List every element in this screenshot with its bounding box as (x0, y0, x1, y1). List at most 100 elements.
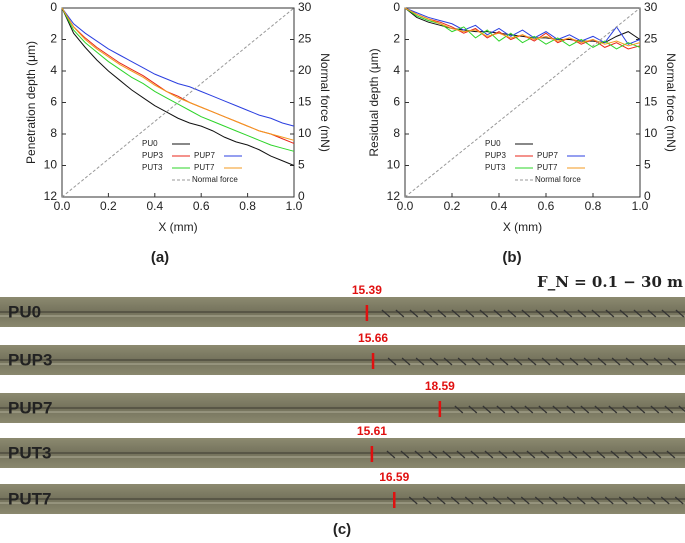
y2-tick-label: 10 (298, 126, 312, 140)
crack (415, 357, 425, 366)
x-tick-label: 0.8 (239, 199, 256, 213)
crack (456, 450, 466, 459)
crack (506, 496, 516, 505)
crack (591, 309, 601, 318)
series-line (61, 7, 295, 141)
crack (527, 357, 537, 366)
crack (498, 450, 508, 459)
crack (422, 496, 432, 505)
crack (482, 405, 492, 414)
y2-tick-label: 20 (298, 63, 312, 77)
series-line (404, 7, 641, 44)
crack (442, 450, 452, 459)
crack (395, 309, 405, 318)
crack (605, 309, 615, 318)
crack (513, 357, 523, 366)
crack (454, 405, 464, 414)
strip-header: F_N = 0.1 − 30 m (537, 273, 683, 291)
crack (604, 496, 614, 505)
y2-tick-label: 15 (298, 95, 312, 109)
y-axis-label: Residual depth (μm) (367, 48, 381, 156)
y-tick-label: 2 (393, 32, 400, 46)
x-tick-label: 0.2 (444, 199, 461, 213)
crack (521, 309, 531, 318)
crack (647, 309, 657, 318)
panel-label: (b) (502, 249, 521, 266)
crack (667, 357, 677, 366)
crack (594, 405, 604, 414)
crack (674, 496, 684, 505)
series-line (404, 7, 641, 47)
crack (611, 357, 621, 366)
x-tick-label: 0.0 (397, 199, 414, 213)
y-tick-label: 10 (44, 158, 58, 172)
y-tick-label: 10 (387, 158, 401, 172)
crack (563, 309, 573, 318)
crack (443, 357, 453, 366)
crack (619, 309, 629, 318)
crack (625, 357, 635, 366)
crack (568, 450, 578, 459)
legend-label: PUP7 (537, 151, 558, 160)
crack (590, 496, 600, 505)
crack (597, 357, 607, 366)
crack (577, 309, 587, 318)
y2-tick-label: 25 (644, 32, 658, 46)
strip-label: PUT3 (8, 443, 51, 462)
crack (386, 450, 396, 459)
y-tick-label: 0 (393, 0, 400, 14)
crack (496, 405, 506, 414)
crack (548, 496, 558, 505)
crack (468, 405, 478, 414)
crack (464, 496, 474, 505)
crack (583, 357, 593, 366)
crack (540, 450, 550, 459)
critical-value: 15.39 (352, 283, 382, 297)
y-tick-label: 4 (393, 63, 400, 77)
legend-label: PUP3 (485, 151, 506, 160)
x-tick-label: 0.2 (100, 199, 117, 213)
series-line (404, 7, 641, 45)
crack (576, 496, 586, 505)
strip-label: PU0 (8, 302, 41, 321)
crack (450, 496, 460, 505)
crack (499, 357, 509, 366)
crack (650, 405, 660, 414)
crack (552, 405, 562, 414)
legend-label: Normal force (535, 175, 581, 184)
y-tick-label: 12 (387, 189, 401, 203)
crack (512, 450, 522, 459)
y-tick-label: 8 (50, 126, 57, 140)
legend-label: PUT3 (485, 163, 506, 172)
legend-label: Normal force (192, 175, 238, 184)
crack (479, 309, 489, 318)
crack (653, 357, 663, 366)
y-tick-label: 4 (50, 63, 57, 77)
crack (582, 450, 592, 459)
crack (633, 309, 643, 318)
crack (457, 357, 467, 366)
x-tick-label: 0.8 (585, 199, 602, 213)
y-tick-label: 6 (393, 95, 400, 109)
crack (510, 405, 520, 414)
crack (484, 450, 494, 459)
crack (524, 405, 534, 414)
crack (555, 357, 565, 366)
y2-tick-label: 0 (298, 189, 305, 203)
crack (610, 450, 620, 459)
y2-tick-label: 5 (644, 158, 651, 172)
crack (401, 357, 411, 366)
y-tick-label: 12 (44, 189, 58, 203)
y2-axis-label: Normal force (mN) (664, 53, 678, 152)
crack (666, 450, 676, 459)
crack (608, 405, 618, 414)
crack (535, 309, 545, 318)
legend-label: PU0 (485, 139, 501, 148)
crack (428, 450, 438, 459)
y-tick-label: 0 (50, 0, 57, 14)
panel-label: (c) (333, 521, 351, 538)
crack (451, 309, 461, 318)
crack (437, 309, 447, 318)
crack (414, 450, 424, 459)
